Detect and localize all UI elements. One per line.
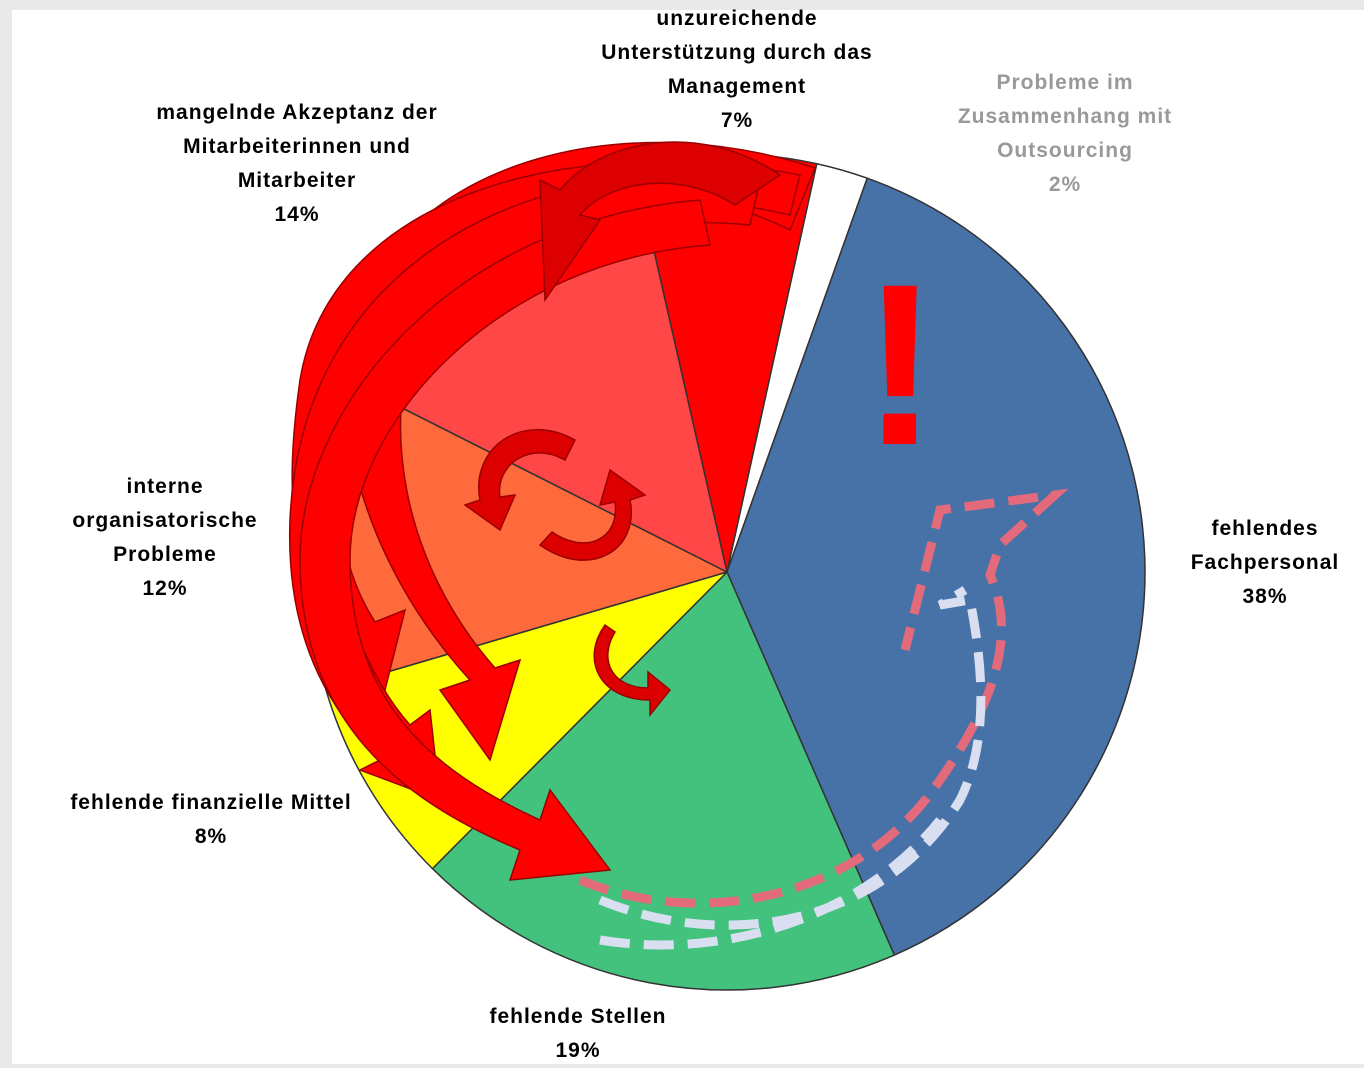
value-label: 12% [45, 572, 285, 606]
category-label: fehlende finanzielle Mittel [61, 786, 361, 820]
value-label: 14% [137, 198, 457, 232]
value-label: 8% [61, 820, 361, 854]
category-label: mangelnde Akzeptanz der Mitarbeiterinnen… [137, 96, 457, 198]
annotation: ! [862, 250, 939, 480]
value-label: 38% [1165, 580, 1364, 614]
value-label: 2% [915, 168, 1215, 202]
slice-label: unzureichende Unterstützung durch das Ma… [587, 2, 887, 138]
category-label: fehlende Stellen [448, 1000, 708, 1034]
page: {"chart_data": {"type": "pie", "categori… [0, 0, 1364, 1064]
category-label: unzureichende Unterstützung durch das Ma… [587, 2, 887, 104]
slice-label: Probleme im Zusammenhang mit Outsourcing… [915, 66, 1215, 202]
value-label: 7% [587, 104, 887, 138]
category-label: Probleme im Zusammenhang mit Outsourcing [915, 66, 1215, 168]
category-label: fehlendes Fachpersonal [1165, 512, 1364, 580]
slice-label: mangelnde Akzeptanz der Mitarbeiterinnen… [137, 96, 457, 232]
value-label: 19% [448, 1034, 708, 1068]
category-label: interne organisatorische Probleme [45, 470, 285, 572]
